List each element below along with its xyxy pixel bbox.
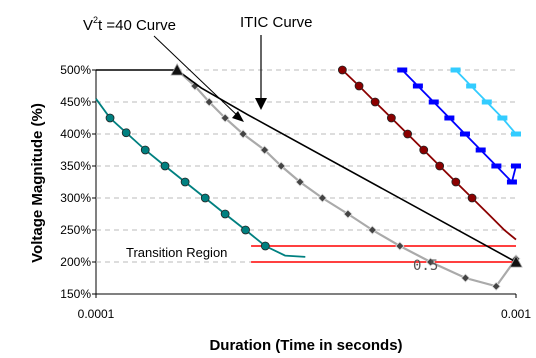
y-tick-label: 300%: [60, 191, 91, 205]
data-point: [204, 97, 214, 107]
data-point: [317, 193, 327, 203]
data-point: [466, 83, 477, 89]
data-point: [491, 281, 501, 291]
series-line: [96, 69, 517, 263]
data-point: [475, 147, 486, 153]
series-0: [95, 98, 306, 258]
y-tick-label: 150%: [60, 287, 91, 301]
series-2: [96, 63, 523, 268]
data-point: [180, 177, 190, 187]
y-tick-label: 350%: [60, 159, 91, 173]
data-point: [241, 225, 250, 235]
data-point: [397, 67, 408, 73]
data-point: [467, 193, 477, 203]
itic-arrowhead: [255, 98, 267, 110]
data-point: [412, 83, 423, 89]
data-point: [386, 113, 396, 123]
v2t-label-base: V: [83, 17, 93, 34]
data-point: [460, 273, 471, 283]
y-tick-label: 250%: [60, 223, 91, 237]
y-tick-label: 450%: [60, 95, 91, 109]
data-point: [459, 131, 470, 137]
series-line: [176, 69, 517, 288]
data-point: [200, 193, 210, 203]
data-point: [295, 177, 305, 187]
series-5: [450, 67, 521, 137]
transition-region-label: Transition Region: [126, 245, 227, 260]
y-tick-label: 400%: [60, 127, 91, 141]
data-point: [481, 99, 492, 105]
data-point: [170, 63, 184, 76]
data-point: [506, 179, 517, 185]
data-point: [160, 161, 170, 171]
data-point: [511, 131, 521, 137]
data-point: [220, 209, 230, 219]
data-point: [105, 113, 115, 123]
series-3: [337, 65, 517, 241]
v2t-pointer-arrow: [153, 35, 241, 119]
v2t-label-superscript: 2: [93, 15, 98, 25]
x-tick-layer: 0.0001 0.001: [78, 294, 531, 321]
data-point: [238, 129, 248, 139]
data-point: [140, 145, 150, 155]
series-1: [172, 65, 521, 291]
data-point: [511, 163, 521, 169]
x-tick-label: 0.001: [501, 307, 531, 321]
itic-curve-label: ITIC Curve: [240, 14, 313, 31]
data-point: [509, 255, 523, 268]
data-point: [451, 177, 461, 187]
data-point: [425, 257, 436, 267]
v2t-arrowhead: [232, 111, 244, 122]
data-point: [276, 161, 286, 171]
y-tick-label: 500%: [60, 63, 91, 77]
data-point: [428, 99, 439, 105]
data-point: [343, 209, 353, 219]
data-point: [450, 67, 461, 73]
v2t-curve-label: V2t =40 Curve: [83, 15, 176, 34]
value-0-5-label: 0.5: [413, 258, 438, 274]
series-4: [397, 67, 521, 185]
data-point: [395, 241, 405, 251]
y-tick-label: 200%: [60, 255, 91, 269]
x-axis-title: Duration (Time in seconds): [209, 337, 402, 354]
data-point: [337, 65, 347, 75]
data-point: [497, 115, 508, 121]
y-axis-title: Voltage Magnitude (%): [29, 103, 46, 263]
x-tick-label: 0.0001: [78, 307, 115, 321]
data-point: [354, 81, 364, 91]
y-tick-layer: 150% 200% 250% 300% 350% 400% 450% 500%: [60, 63, 96, 301]
data-point: [370, 97, 380, 107]
plot-area: [95, 70, 516, 295]
data-point: [220, 113, 230, 123]
transition-region-layer: [251, 245, 516, 263]
data-point: [367, 225, 377, 235]
series-layer: [95, 63, 523, 291]
data-point: [260, 241, 270, 251]
data-point: [260, 145, 270, 155]
data-point: [435, 161, 445, 171]
data-point: [121, 128, 131, 138]
data-point: [419, 145, 429, 155]
data-point: [491, 163, 502, 169]
data-point: [403, 129, 413, 139]
data-point: [444, 115, 455, 121]
v2t-label-rest: t =40 Curve: [98, 17, 176, 34]
